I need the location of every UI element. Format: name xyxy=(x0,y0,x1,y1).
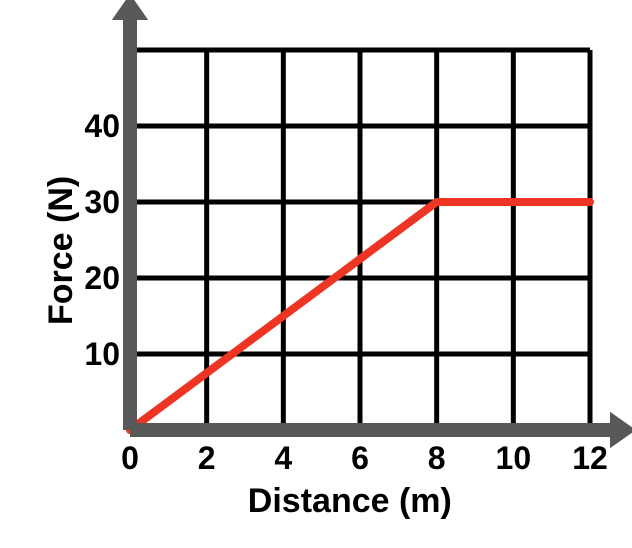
x-tick-label: 0 xyxy=(100,440,160,477)
x-tick-label: 4 xyxy=(253,440,313,477)
y-tick-label: 40 xyxy=(70,108,120,145)
x-tick-label: 6 xyxy=(330,440,390,477)
y-tick-label: 30 xyxy=(70,184,120,221)
y-tick-label: 20 xyxy=(70,260,120,297)
x-tick-label: 12 xyxy=(560,440,620,477)
x-tick-label: 10 xyxy=(483,440,543,477)
x-axis-label: Distance (m) xyxy=(248,482,452,521)
x-tick-label: 8 xyxy=(407,440,467,477)
y-tick-label: 10 xyxy=(70,336,120,373)
chart-container: { "chart": { "type": "line", "xlabel": "… xyxy=(0,0,632,548)
x-tick-label: 2 xyxy=(177,440,237,477)
